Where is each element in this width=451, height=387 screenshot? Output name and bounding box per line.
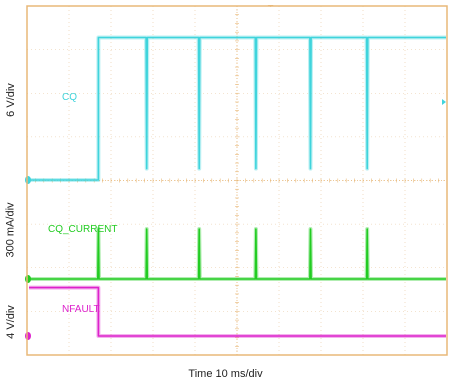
cq-ground-marker [25, 176, 31, 184]
trigger-level-marker [442, 99, 446, 105]
cq-trace [29, 36, 446, 181]
nfault-trace [29, 286, 446, 337]
cq-y-axis-label: 6 V/div [3, 60, 19, 140]
current-y-axis-text: 300 mA/div [5, 202, 17, 258]
nfault-label: NFAULT [62, 304, 100, 315]
nfault-y-axis-label: 4 V/div [3, 292, 19, 352]
nfault-y-axis-text: 4 V/div [5, 305, 18, 339]
plot-border [26, 5, 448, 356]
cq-current-label: CQ_CURRENT [48, 224, 117, 235]
nfault-ground-marker [25, 332, 31, 340]
cq-current-trace [29, 228, 446, 280]
cq-label: CQ [62, 92, 77, 103]
trace-labels: CQ CQ_CURRENT NFAULT [48, 92, 117, 315]
cq-current-ground-marker [25, 275, 31, 283]
cq-y-axis-text: 6 V/div [5, 83, 18, 117]
current-y-axis-label: 300 mA/div [3, 185, 19, 275]
traces [25, 5, 446, 340]
x-axis-label: Time 10 ms/div [188, 368, 263, 380]
